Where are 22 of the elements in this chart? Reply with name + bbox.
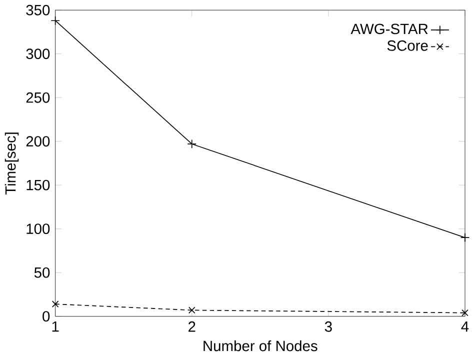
x-tick-label: 2 — [188, 321, 196, 332]
point — [52, 300, 59, 308]
y-tick-label: 100 — [26, 224, 50, 234]
legend-label: SCore — [387, 40, 428, 51]
y-tick-label: 200 — [26, 136, 50, 147]
x-tick-label: 4 — [461, 321, 469, 332]
x-tick-label: 1 — [52, 321, 59, 332]
y-tick-label: 0 — [42, 311, 50, 322]
point — [50, 16, 60, 26]
point — [462, 309, 468, 316]
point — [460, 232, 470, 242]
y-tick-label: 50 — [34, 267, 50, 278]
x-axis-title: Number of Nodes — [204, 340, 318, 352]
x-tick-label: 3 — [324, 321, 332, 332]
point — [188, 306, 196, 314]
legend-label: AWG-STAR — [350, 24, 428, 34]
y-tick-label: 150 — [26, 180, 50, 190]
y-tick-label: 300 — [26, 48, 50, 60]
y-axis-title: Time[sec] — [4, 132, 19, 194]
y-tick-label: 350 — [26, 4, 50, 16]
y-tick-label: 250 — [26, 92, 50, 103]
point — [187, 139, 197, 149]
